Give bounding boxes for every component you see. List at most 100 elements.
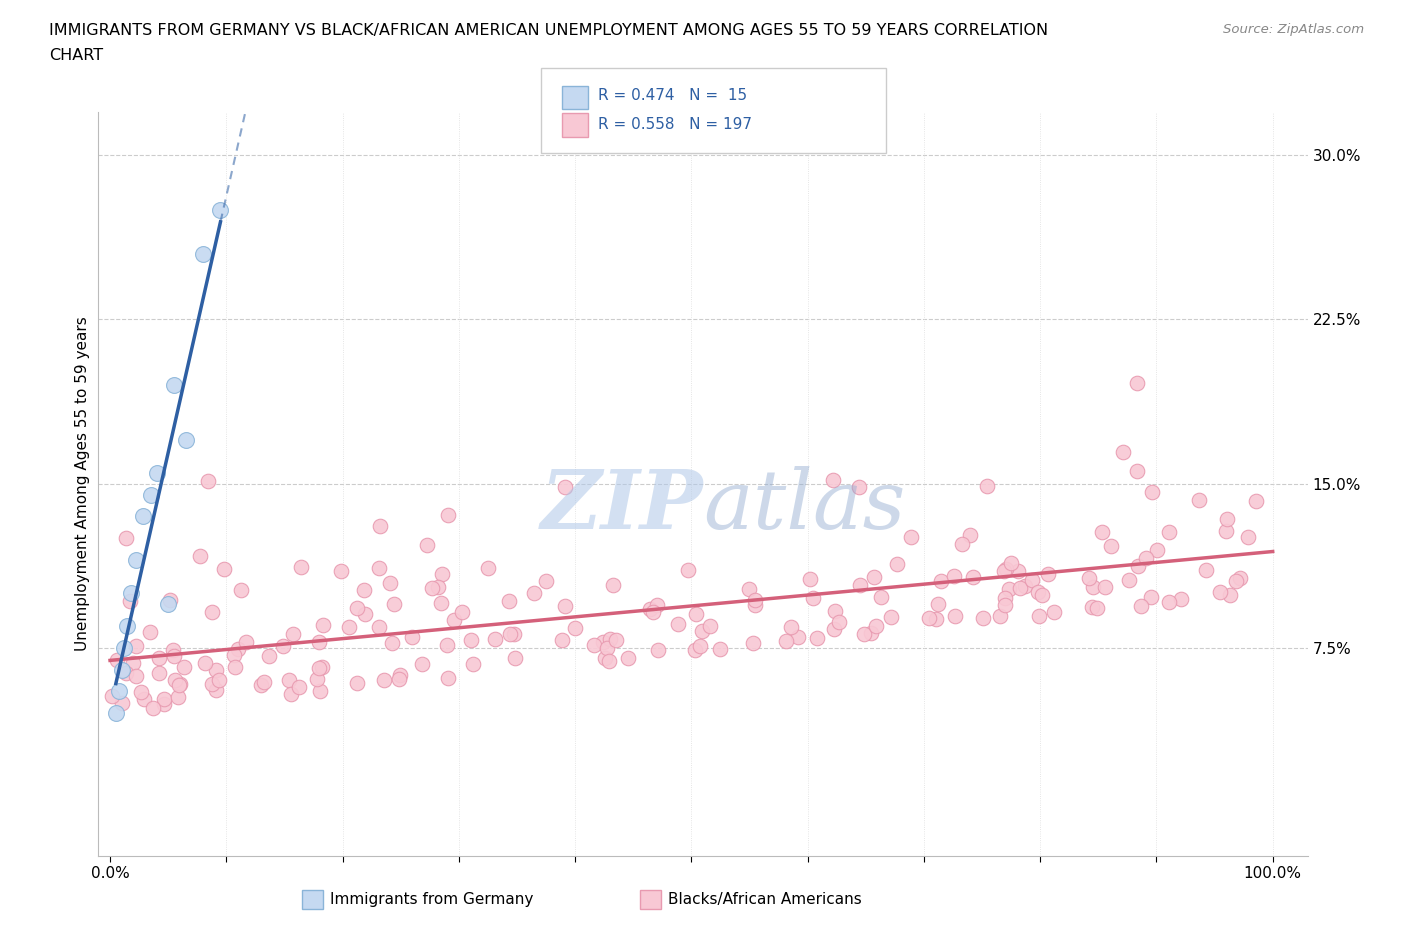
Point: [699, 618, 721, 633]
Point: [821, 472, 844, 487]
Point: [738, 581, 761, 596]
Point: [1126, 464, 1149, 479]
Point: [1043, 604, 1066, 619]
Point: [420, 581, 443, 596]
Text: atlas: atlas: [703, 466, 905, 546]
Point: [534, 574, 557, 589]
Point: [592, 635, 614, 650]
Point: [685, 643, 707, 658]
Point: [437, 671, 460, 685]
Point: [460, 633, 482, 648]
Point: [1170, 591, 1192, 606]
Point: [125, 669, 148, 684]
Point: [994, 597, 1017, 612]
Point: [1026, 584, 1049, 599]
Point: [114, 665, 136, 680]
Point: [943, 569, 966, 584]
Point: [373, 672, 395, 687]
Point: [353, 582, 375, 597]
Point: [828, 615, 851, 630]
Point: [308, 684, 330, 698]
Point: [647, 643, 669, 658]
Point: [779, 619, 801, 634]
Point: [188, 549, 211, 564]
Point: [111, 662, 134, 677]
Point: [201, 676, 224, 691]
Point: [252, 674, 274, 689]
Point: [311, 660, 333, 675]
Point: [153, 692, 176, 707]
Text: R = 0.558   N = 197: R = 0.558 N = 197: [598, 117, 752, 132]
Text: IMMIGRANTS FROM GERMANY VS BLACK/AFRICAN AMERICAN UNEMPLOYMENT AMONG AGES 55 TO : IMMIGRANTS FROM GERMANY VS BLACK/AFRICAN…: [49, 23, 1049, 38]
Point: [205, 683, 228, 698]
Point: [111, 696, 134, 711]
Point: [235, 634, 257, 649]
Point: [389, 668, 412, 683]
Point: [1216, 512, 1239, 526]
Point: [401, 630, 423, 644]
Point: [503, 650, 526, 665]
Point: [249, 677, 271, 692]
Point: [554, 599, 576, 614]
Point: [685, 606, 707, 621]
Point: [647, 597, 669, 612]
Point: [617, 650, 640, 665]
Point: [121, 656, 143, 671]
Point: [744, 598, 766, 613]
Point: [582, 637, 605, 652]
Point: [426, 579, 449, 594]
Point: [169, 677, 191, 692]
Point: [950, 537, 973, 551]
Point: [1080, 599, 1102, 614]
Point: [918, 611, 941, 626]
Point: [290, 559, 312, 574]
Point: [148, 650, 170, 665]
Point: [863, 569, 886, 584]
Point: [191, 246, 214, 261]
Point: [163, 378, 186, 392]
Point: [690, 623, 713, 638]
Point: [1021, 573, 1043, 588]
Point: [477, 561, 499, 576]
Point: [1146, 542, 1168, 557]
Point: [599, 631, 621, 646]
Point: [368, 561, 391, 576]
Point: [994, 562, 1017, 577]
Point: [997, 582, 1019, 597]
Point: [1085, 601, 1108, 616]
Point: [503, 627, 526, 642]
Point: [384, 597, 406, 612]
Point: [430, 595, 453, 610]
Point: [208, 672, 231, 687]
Point: [271, 638, 294, 653]
Point: [153, 696, 176, 711]
Point: [159, 592, 181, 607]
Point: [1139, 590, 1161, 604]
Point: [451, 605, 474, 620]
Point: [1094, 579, 1116, 594]
Point: [499, 626, 522, 641]
Text: ZIP: ZIP: [540, 466, 703, 546]
Point: [305, 671, 328, 686]
Point: [257, 649, 280, 664]
Point: [167, 690, 190, 705]
Point: [212, 562, 235, 577]
Point: [346, 601, 368, 616]
Point: [115, 530, 138, 545]
Point: [860, 625, 883, 640]
Point: [157, 596, 180, 611]
Point: [226, 641, 249, 656]
Point: [993, 564, 1015, 578]
Point: [145, 465, 167, 480]
Point: [1036, 566, 1059, 581]
Point: [1188, 492, 1211, 507]
Point: [201, 604, 224, 619]
Point: [120, 593, 142, 608]
Point: [668, 617, 690, 631]
Point: [108, 684, 131, 699]
Point: [602, 578, 624, 592]
Point: [312, 618, 335, 632]
Point: [308, 661, 330, 676]
Point: [929, 574, 952, 589]
Text: Source: ZipAtlas.com: Source: ZipAtlas.com: [1223, 23, 1364, 36]
